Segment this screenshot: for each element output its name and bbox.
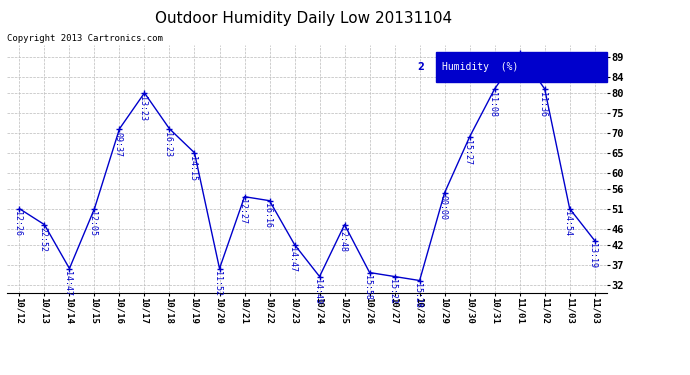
Text: 11:36: 11:36 <box>538 92 547 117</box>
Text: 2: 2 <box>417 62 424 72</box>
Text: 12:27: 12:27 <box>238 200 247 225</box>
Text: 14:54: 14:54 <box>564 211 573 237</box>
Text: 13:23: 13:23 <box>138 96 147 121</box>
Text: 09:37: 09:37 <box>113 132 122 157</box>
Text: 13:19: 13:19 <box>589 243 598 268</box>
Text: 14:47: 14:47 <box>63 272 72 296</box>
Text: 12:26: 12:26 <box>13 211 22 237</box>
Text: 15:22: 15:22 <box>388 279 397 304</box>
Text: 2: 2 <box>513 56 522 61</box>
Text: Humidity  (%): Humidity (%) <box>442 62 518 72</box>
Text: Outdoor Humidity Daily Low 20131104: Outdoor Humidity Daily Low 20131104 <box>155 11 452 26</box>
Text: 14:49: 14:49 <box>313 279 322 304</box>
Text: 14:15: 14:15 <box>188 156 197 180</box>
Text: 11:08: 11:08 <box>489 92 497 117</box>
Text: 11:52: 11:52 <box>213 272 222 296</box>
Text: 22:52: 22:52 <box>38 227 47 252</box>
Text: 16:16: 16:16 <box>264 204 273 228</box>
Text: 12:48: 12:48 <box>338 227 347 252</box>
Text: 00:00: 00:00 <box>438 195 447 220</box>
Text: 12:05: 12:05 <box>88 211 97 237</box>
Text: 15:27: 15:27 <box>464 140 473 165</box>
Text: 16:23: 16:23 <box>164 132 172 157</box>
Text: 15:58: 15:58 <box>364 275 373 300</box>
Text: 15:28: 15:28 <box>413 283 422 308</box>
Text: Copyright 2013 Cartronics.com: Copyright 2013 Cartronics.com <box>7 34 163 43</box>
FancyBboxPatch shape <box>436 53 607 82</box>
Text: 14:47: 14:47 <box>288 248 297 272</box>
